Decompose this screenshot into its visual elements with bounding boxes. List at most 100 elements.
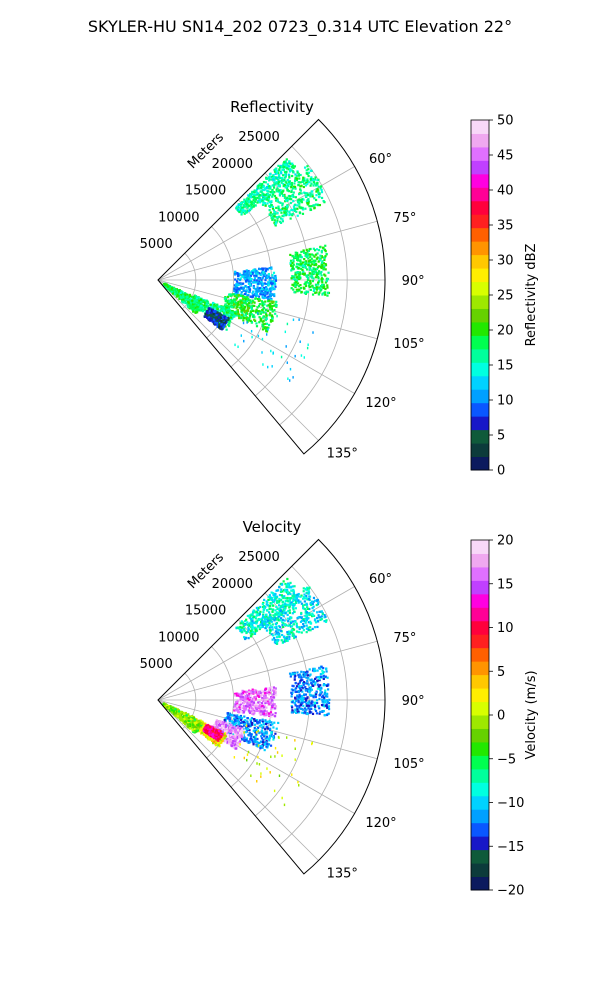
gate-cell [314,621,318,624]
gate-cell [311,602,314,606]
gate-cell [270,300,273,303]
gate-cell [263,295,267,298]
gate-cell [302,198,305,201]
gate-cell [199,298,203,301]
gate-cell [245,296,248,299]
gate-cell [245,631,248,635]
gate-cell [313,619,317,622]
gate-cell [278,597,281,601]
gate-cell [316,625,319,629]
gate-cell [287,582,290,585]
gate-cell [260,698,264,701]
gate-cell [288,180,292,183]
gate-cell [244,300,247,303]
gate-cell [275,595,278,598]
gate-cell [280,172,283,175]
gate-cell [325,253,328,256]
gate-cell [300,354,303,357]
gate-cell [261,741,265,744]
gate-cell [294,273,297,276]
gate-cell [292,277,296,281]
gate-cell [218,305,221,308]
gate-cell [308,700,311,703]
colorbar-segment [471,416,489,431]
gate-cell [269,744,273,747]
gate-cell [313,626,317,629]
gate-cell [241,738,244,741]
gate-cell [277,190,281,193]
gate-cell [264,695,267,698]
gate-cell [275,642,279,645]
gate-cell [272,735,275,739]
gate-cell [300,207,303,210]
gate-cell [273,595,276,599]
gate-cell [254,735,257,738]
gate-cell [303,607,306,611]
gate-cell [309,686,312,689]
gate-cell [234,708,237,712]
gate-cell [297,285,300,288]
gate-cell [273,210,276,214]
gate-cell [275,639,278,642]
gate-cell [277,175,280,178]
gate-cell [263,286,266,290]
gate-cell [238,206,242,209]
gate-cell [262,614,265,617]
gate-cell [320,279,324,282]
gate-cell [261,189,264,192]
gate-cell [321,612,324,616]
gate-cell [305,281,309,284]
gate-cell [268,728,272,732]
gate-cell [300,631,303,634]
echo-cluster [220,712,280,752]
gate-cell [288,600,291,603]
gate-cell [298,681,301,684]
gate-cell [310,711,313,714]
gate-cell [283,640,286,643]
gate-cell [293,672,297,675]
gate-cell [307,617,310,620]
gate-cell [263,327,266,330]
gate-cell [238,627,241,630]
gate-cell [314,268,317,271]
gate-cell [251,304,254,307]
gate-cell [303,272,306,275]
gate-cell [231,722,234,725]
gate-cell [259,747,262,750]
gate-cell [261,719,264,723]
gate-cell [228,731,231,735]
gate-cell [266,275,270,278]
gate-cell [277,604,281,607]
gate-cell [233,303,236,306]
gate-cell [311,178,314,181]
gate-cell [171,292,175,295]
gate-cell [288,176,291,179]
gate-cell [264,269,268,272]
gate-cell [215,719,218,722]
gate-cell [320,610,323,613]
gate-cell [324,287,327,291]
gate-cell [300,264,303,267]
gate-cell [234,722,237,725]
gate-cell [252,701,256,704]
gate-cell [307,281,310,285]
gate-cell [309,282,312,285]
gate-cell [256,298,260,301]
gate-cell [244,270,247,273]
gate-cell [298,276,301,279]
gate-cell [267,365,269,369]
gate-cell [315,676,318,679]
gate-cell [283,165,286,168]
gate-cell [240,705,244,708]
gate-cell [309,177,312,181]
gate-cell [293,602,296,606]
gate-cell [319,618,322,622]
gate-cell [241,211,244,214]
gate-cell [319,686,322,689]
gate-cell [249,194,252,197]
gate-cell [256,613,259,616]
gate-cell [228,719,231,723]
gate-cell [293,185,297,189]
gate-cell [321,698,324,701]
gate-cell [265,600,268,603]
